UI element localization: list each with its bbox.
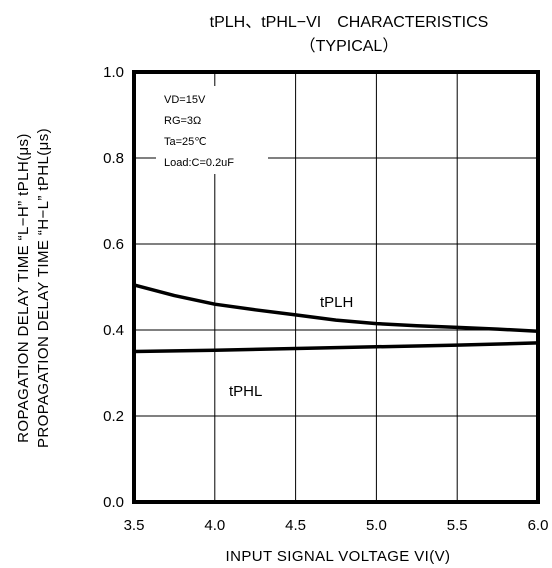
x-tick-label: 3.5: [124, 517, 145, 534]
condition-vd: VD=15V: [164, 94, 206, 106]
plot-frame: [132, 70, 540, 504]
x-tick-label: 6.0: [528, 517, 549, 534]
condition-rg: RG=3Ω: [164, 115, 201, 127]
x-axis-label: INPUT SIGNAL VOLTAGE VI(V): [226, 548, 451, 565]
tphl-label-backdrop: [223, 379, 275, 401]
y-tick-label: 0.0: [103, 494, 124, 511]
y-axis-label-line1: ROPAGATION DELAY TIME “L−H” tPLH(μs): [15, 133, 32, 443]
condition-load: Load:C=0.2uF: [164, 157, 234, 169]
tick-labels: 3.5 4.0 4.5 5.0 5.5 6.0 0.0 0.2 0.4 0.6 0.8 1.0: [103, 64, 548, 534]
chart-title: tPLH、tPHL−VI CHARACTERISTICS: [210, 14, 489, 31]
chart-subtitle: （TYPICAL）: [300, 37, 399, 55]
series-line-tphl: [133, 341, 539, 354]
x-tick-label: 4.0: [204, 517, 225, 534]
x-tick-label: 5.5: [447, 517, 468, 534]
conditions-backdrop: [156, 86, 268, 174]
conditions-box: VD=15V RG=3Ω Ta=25℃ Load:C=0.2uF: [164, 94, 234, 169]
series-label-tplh: tPLH: [320, 294, 353, 311]
condition-ta: Ta=25℃: [164, 136, 207, 148]
y-tick-label: 0.2: [103, 408, 124, 425]
y-axis-label-line2: PROPAGATION DELAY TIME “H−L” tPHL(μs): [35, 128, 52, 448]
series-label-tphl: tPHL: [229, 383, 262, 400]
series-line-tplh: [133, 283, 539, 334]
y-tick-label: 0.4: [103, 322, 124, 339]
tplh-label-backdrop: [314, 290, 362, 312]
y-tick-label: 1.0: [103, 64, 124, 81]
y-tick-label: 0.6: [103, 236, 124, 253]
x-tick-label: 4.5: [285, 517, 306, 534]
y-tick-label: 0.8: [103, 150, 124, 167]
x-tick-label: 5.0: [366, 517, 387, 534]
series-layer: [133, 283, 539, 354]
